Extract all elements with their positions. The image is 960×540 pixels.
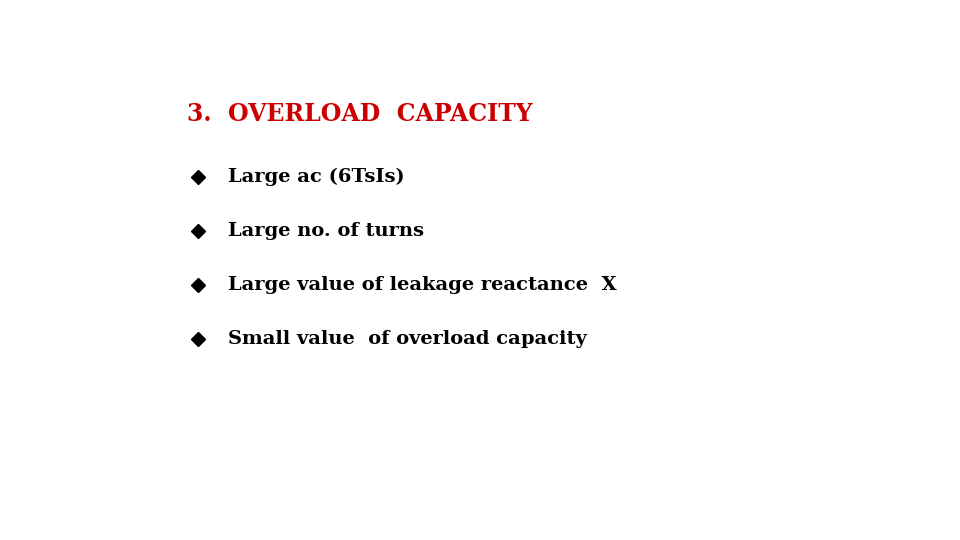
Text: Large ac (6TsIs): Large ac (6TsIs) bbox=[228, 168, 404, 186]
Text: 3.  OVERLOAD  CAPACITY: 3. OVERLOAD CAPACITY bbox=[187, 102, 533, 126]
Text: Large no. of turns: Large no. of turns bbox=[228, 222, 424, 240]
Text: Large value of leakage reactance  X: Large value of leakage reactance X bbox=[228, 276, 616, 294]
Text: Small value  of overload capacity: Small value of overload capacity bbox=[228, 330, 587, 348]
